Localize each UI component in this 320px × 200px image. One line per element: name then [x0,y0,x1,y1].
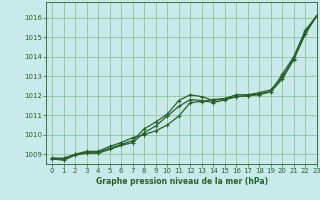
X-axis label: Graphe pression niveau de la mer (hPa): Graphe pression niveau de la mer (hPa) [96,177,268,186]
